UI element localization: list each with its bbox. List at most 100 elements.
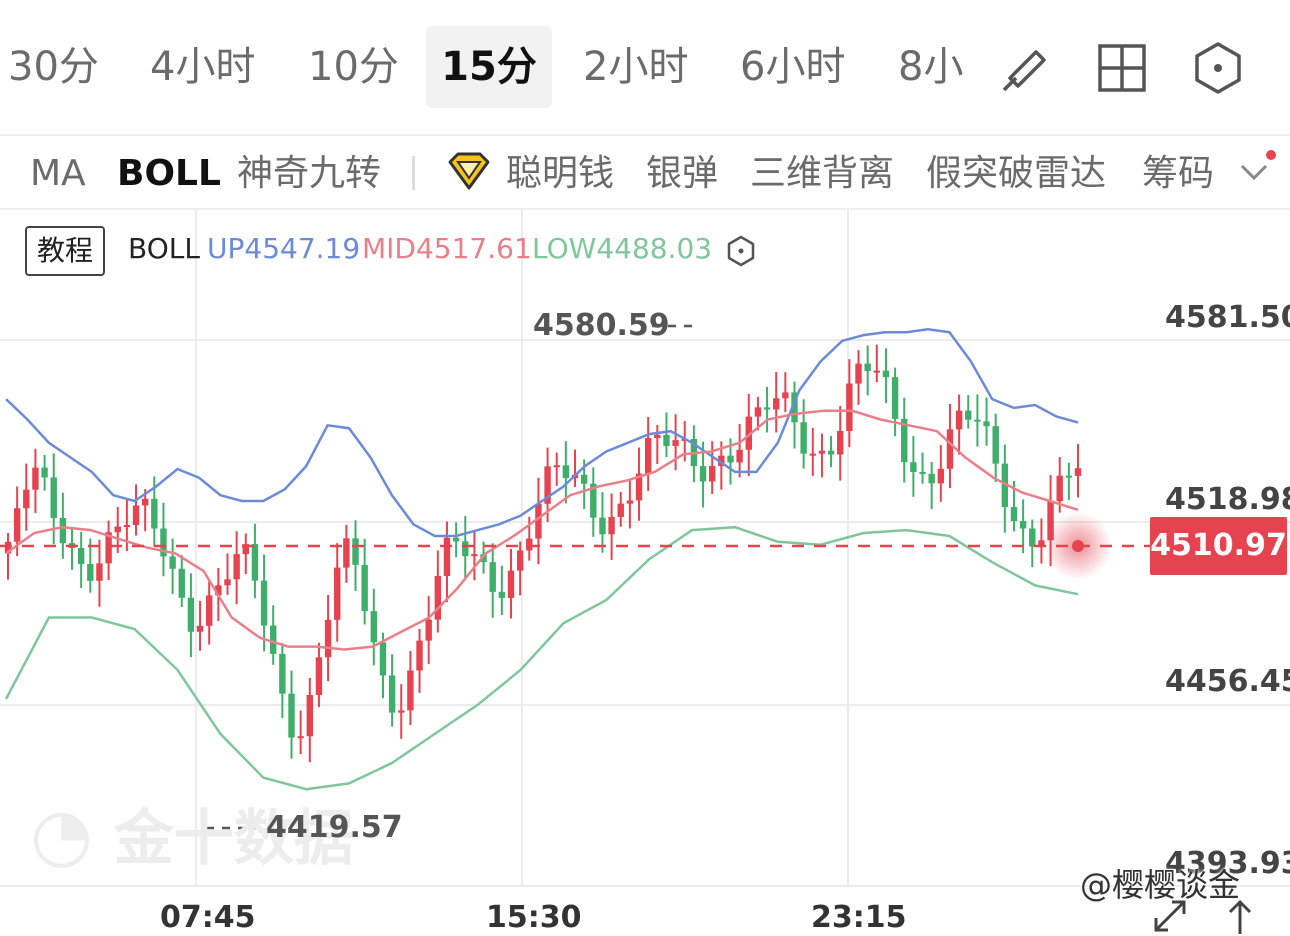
- candle-body: [306, 695, 313, 737]
- boll-lower-line: [4, 525, 1079, 791]
- x-axis-label: 07:45: [160, 900, 256, 935]
- candle-body: [96, 563, 103, 581]
- candle-body: [233, 554, 240, 580]
- settings-icon[interactable]: [1188, 38, 1248, 98]
- candle-body: [846, 383, 853, 431]
- candle-body: [965, 410, 972, 420]
- tab-15min[interactable]: 15分: [426, 26, 552, 108]
- candle-body: [882, 370, 890, 378]
- indicator-3d-divergence[interactable]: 三维背离: [750, 153, 895, 194]
- candle-body: [452, 537, 460, 542]
- candles: [4, 344, 1082, 763]
- candle-body: [855, 363, 862, 384]
- candle-body: [123, 525, 131, 528]
- watermark-logo-icon: ◔: [30, 792, 93, 876]
- candle-body: [800, 422, 807, 454]
- indicator-false-breakout[interactable]: 假突破雷达: [926, 153, 1107, 194]
- legend-mid: MID4517.61: [362, 232, 532, 265]
- candle-body: [891, 377, 899, 419]
- candle-body: [279, 653, 286, 694]
- candle-body: [151, 498, 158, 529]
- y-axis-label: 4581.50: [1165, 300, 1290, 335]
- candle-body: [544, 466, 551, 504]
- candle-body: [498, 591, 506, 598]
- layout-icon[interactable]: [1092, 38, 1152, 98]
- boll-middle-line: [5, 409, 1079, 651]
- candle-body: [205, 595, 213, 626]
- candle-body: [114, 526, 121, 533]
- candle-body: [626, 500, 634, 504]
- indicator-chips[interactable]: 筹码: [1142, 153, 1215, 194]
- draw-icon[interactable]: [996, 38, 1056, 98]
- candle-body: [443, 537, 451, 576]
- candle-body: [699, 466, 707, 482]
- legend-settings-icon[interactable]: [724, 234, 758, 268]
- candle-body: [992, 426, 999, 464]
- tab-10min[interactable]: 10分: [308, 44, 399, 90]
- high-price-label: 4580.59: [533, 308, 670, 343]
- scroll-up-icon[interactable]: [1222, 896, 1258, 936]
- candle-body: [919, 471, 926, 474]
- candle-body: [617, 503, 624, 517]
- candle-body: [718, 455, 725, 466]
- candle-body: [260, 580, 268, 626]
- indicator-ma[interactable]: MA: [30, 153, 86, 194]
- candle-body: [773, 398, 780, 410]
- indicator-silver-bullet[interactable]: 银弹: [646, 153, 719, 194]
- candle-body: [1010, 507, 1018, 522]
- candle-body: [708, 465, 716, 482]
- candle-body: [1065, 475, 1073, 478]
- tab-4hour[interactable]: 4小时: [150, 44, 256, 90]
- legend-name: BOLL: [128, 232, 200, 265]
- candle-body: [727, 455, 734, 463]
- candle-body: [827, 450, 835, 455]
- candle-body: [215, 585, 222, 596]
- candle-body: [763, 407, 771, 410]
- tutorial-button[interactable]: 教程: [25, 226, 105, 276]
- candle-body: [590, 483, 597, 518]
- candle-body: [370, 611, 378, 643]
- candle-body: [928, 473, 935, 484]
- watermark-text: 金十数据: [113, 804, 354, 874]
- candle-body: [837, 430, 844, 455]
- candle-body: [224, 579, 231, 586]
- candle-body: [901, 418, 908, 463]
- boll-upper-line: [5, 328, 1079, 538]
- candle-body: [489, 562, 496, 592]
- candle-body: [946, 429, 954, 469]
- tab-8hour[interactable]: 8小: [898, 44, 964, 90]
- candle-body: [754, 407, 762, 417]
- candle-body: [535, 503, 542, 539]
- tab-30min[interactable]: 30分: [8, 44, 99, 90]
- expand-icon[interactable]: [1150, 896, 1190, 936]
- candle-body: [23, 489, 30, 509]
- indicator-magic-nine[interactable]: 神奇九转: [237, 153, 382, 194]
- candle-body: [507, 570, 515, 598]
- candle-body: [599, 517, 606, 535]
- candle-body: [608, 516, 615, 535]
- candle-body: [864, 363, 871, 372]
- candle-body: [1074, 468, 1082, 476]
- indicator-boll[interactable]: BOLL: [117, 153, 221, 194]
- current-price-dot: [1072, 540, 1084, 552]
- y-axis-label: 4456.45: [1165, 664, 1290, 699]
- grid: [0, 210, 1290, 887]
- candle-body: [379, 642, 387, 676]
- candle-body: [169, 556, 176, 569]
- candle-body: [160, 528, 167, 557]
- chevron-down-icon[interactable]: [1238, 160, 1270, 184]
- candle-body: [1047, 501, 1054, 541]
- candle-body: [635, 473, 643, 501]
- candle-body: [334, 567, 341, 620]
- y-axis-label: 4393.93: [1165, 846, 1290, 881]
- current-price-tag: 4510.97: [1150, 517, 1287, 575]
- candle-body: [178, 568, 185, 598]
- candle-body: [745, 416, 752, 450]
- low-price-label: 4419.57: [266, 810, 403, 845]
- tab-6hour[interactable]: 6小时: [740, 44, 846, 90]
- boll-chart[interactable]: [0, 210, 1290, 936]
- y-axis-label: 4518.98: [1165, 482, 1290, 517]
- candle-body: [388, 675, 396, 713]
- tab-2hour[interactable]: 2小时: [583, 44, 689, 90]
- indicator-smart-money[interactable]: 聪明钱: [506, 153, 615, 194]
